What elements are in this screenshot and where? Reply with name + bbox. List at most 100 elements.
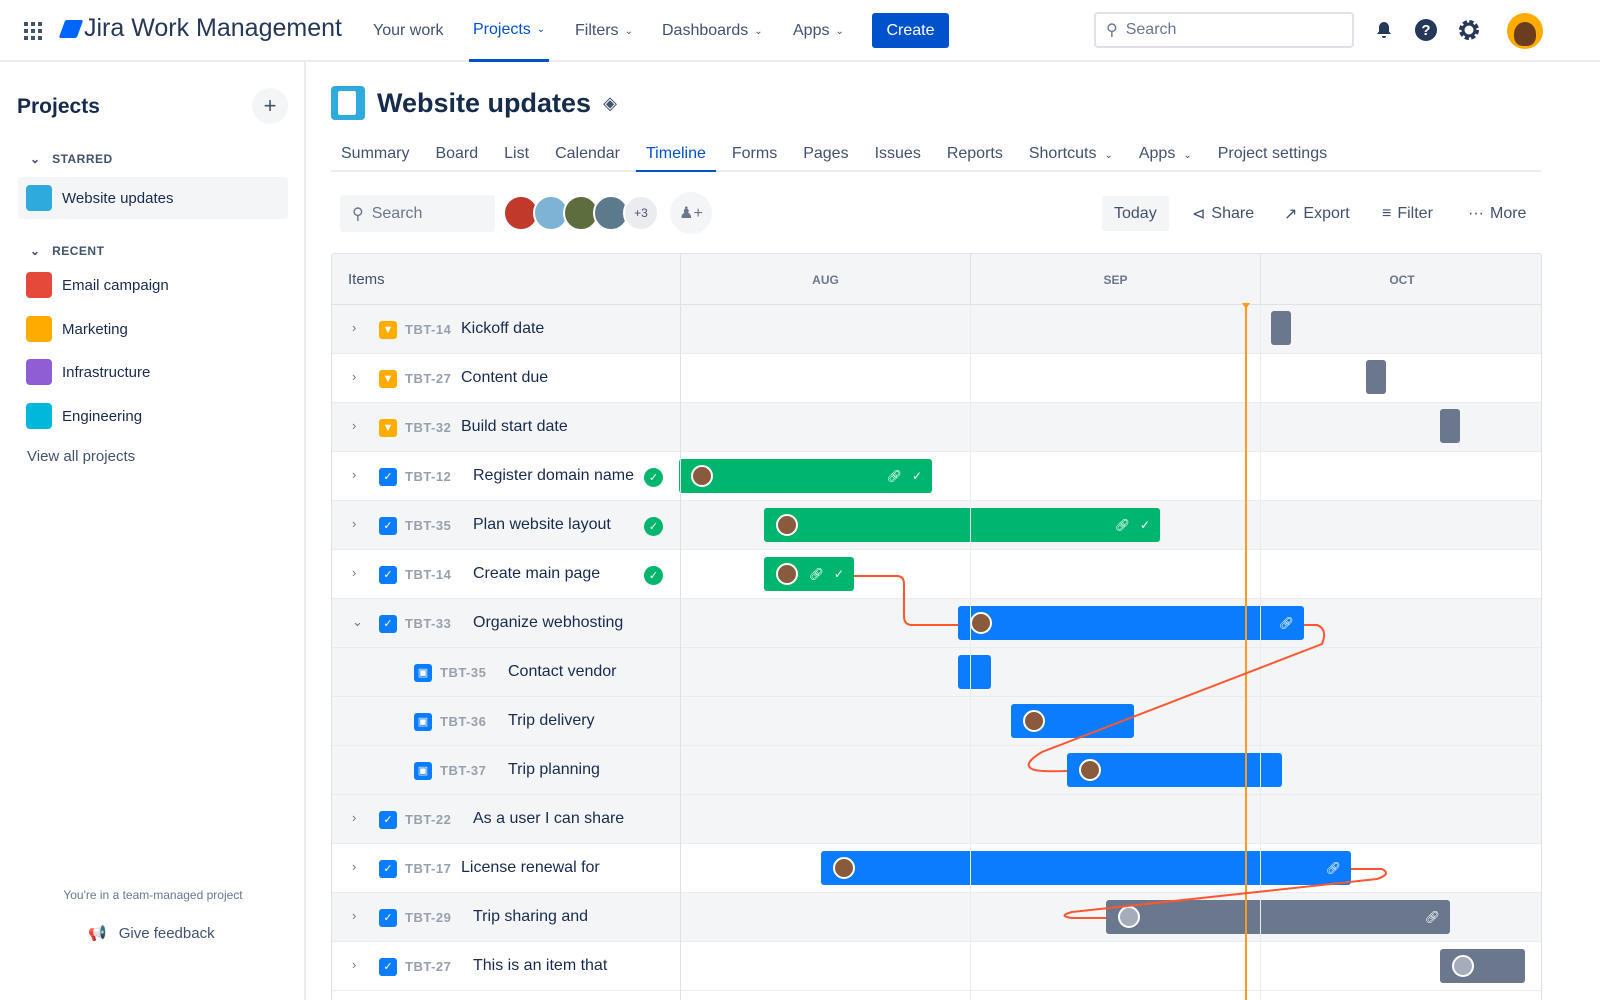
product-logo[interactable]: Jira Work Management (58, 14, 342, 43)
view-all-projects-link[interactable]: View all projects (27, 448, 136, 465)
nav-dashboards[interactable]: Dashboards ⌄ (662, 0, 763, 62)
app-switcher-icon[interactable] (24, 22, 42, 40)
table-row[interactable]: ▣ TBT-36 Trip delivery (332, 697, 1541, 746)
table-row[interactable]: › ▼ TBT-14 Kickoff date (332, 305, 1541, 354)
more-avatars-button[interactable]: +3 (623, 195, 659, 231)
timeline-bar[interactable] (1067, 753, 1282, 787)
nav-projects[interactable]: Projects ⌄ (469, 0, 550, 62)
table-row[interactable]: › ✓ TBT-27 This is an item that (332, 942, 1541, 991)
issue-key[interactable]: TBT-35 (440, 665, 487, 680)
chevron-right-icon[interactable]: › (352, 957, 357, 972)
table-row[interactable]: ▣ TBT-37 Trip planning (332, 746, 1541, 795)
table-row[interactable]: › ✓ TBT-12 Register domain name ✓ 🔗︎ ✓ (332, 452, 1541, 501)
profile-avatar[interactable] (1507, 13, 1543, 49)
today-button[interactable]: Today (1102, 196, 1169, 231)
issue-key[interactable]: TBT-37 (440, 763, 487, 778)
chevron-right-icon[interactable]: › (352, 516, 357, 531)
issue-summary[interactable]: License renewal for (461, 859, 600, 876)
timeline-bar[interactable] (1366, 360, 1386, 394)
share-button[interactable]: ⊲ Share (1180, 196, 1266, 231)
issue-summary[interactable]: Contact vendor (508, 663, 617, 680)
paint-bucket-icon[interactable]: ◈ (603, 92, 617, 113)
table-row[interactable]: › ✓ TBT-17 License renewal for 🔗︎ (332, 844, 1541, 893)
issue-summary[interactable]: Trip sharing and (473, 908, 589, 925)
filter-button[interactable]: ≡ Filter (1370, 196, 1445, 231)
table-row[interactable]: › ✓ TBT-29 Trip sharing and 🔗︎ (332, 893, 1541, 942)
issue-summary[interactable]: Plan website layout (473, 516, 611, 533)
tab-summary[interactable]: Summary (331, 137, 419, 172)
tab-pages[interactable]: Pages (793, 137, 858, 172)
tab-project-settings[interactable]: Project settings (1208, 137, 1337, 172)
issue-key[interactable]: TBT-14 (405, 322, 452, 337)
sidebar-item-email-campaign[interactable]: Email campaign (18, 264, 288, 306)
issue-summary[interactable]: Trip planning (508, 761, 600, 778)
tab-apps[interactable]: Apps ⌄ (1129, 137, 1202, 172)
settings-icon[interactable] (1457, 18, 1481, 42)
sidebar-item-engineering[interactable]: Engineering (18, 395, 288, 437)
timeline-bar[interactable] (1440, 949, 1525, 983)
timeline-bar[interactable] (1011, 704, 1134, 738)
chevron-down-icon[interactable]: ⌄ (352, 614, 363, 629)
table-row[interactable]: › ✓ TBT-22 As a user I can share (332, 795, 1541, 844)
issue-summary[interactable]: Kickoff date (461, 320, 545, 337)
tab-shortcuts[interactable]: Shortcuts ⌄ (1019, 137, 1123, 172)
nav-filters[interactable]: Filters ⌄ (575, 0, 633, 62)
timeline-bar[interactable] (1440, 409, 1460, 443)
issue-summary[interactable]: Content due (461, 369, 549, 386)
issue-key[interactable]: TBT-17 (405, 861, 452, 876)
tab-timeline[interactable]: Timeline (636, 137, 716, 172)
table-row[interactable]: › ▼ TBT-27 Content due (332, 354, 1541, 403)
timeline-bar[interactable] (1271, 311, 1291, 345)
chevron-right-icon[interactable]: › (352, 859, 357, 874)
global-search-input[interactable]: ⚲ Search (1094, 12, 1354, 48)
chevron-right-icon[interactable]: › (352, 565, 357, 580)
issue-summary[interactable]: Register domain name (473, 467, 634, 484)
give-feedback-button[interactable]: 📢 Give feedback (88, 924, 215, 943)
add-people-button[interactable]: ♟+ (670, 192, 712, 234)
issue-key[interactable]: TBT-33 (405, 616, 452, 631)
issue-key[interactable]: TBT-12 (405, 469, 452, 484)
issue-summary[interactable]: Trip delivery (508, 712, 595, 729)
chevron-right-icon[interactable]: › (352, 418, 357, 433)
add-project-button[interactable]: + (252, 88, 288, 124)
timeline-search-input[interactable]: ⚲ Search (340, 195, 495, 232)
timeline-bar[interactable]: 🔗︎ ✓ (764, 508, 1160, 542)
tab-reports[interactable]: Reports (937, 137, 1013, 172)
issue-summary[interactable]: Create main page (473, 565, 601, 582)
issue-key[interactable]: TBT-32 (405, 420, 452, 435)
table-row[interactable]: › ✓ TBT-35 Plan website layout ✓ 🔗︎ ✓ (332, 501, 1541, 550)
sidebar-item-marketing[interactable]: Marketing (18, 308, 288, 350)
issue-key[interactable]: TBT-36 (440, 714, 487, 729)
issue-summary[interactable]: Build start date (461, 418, 568, 435)
table-row[interactable]: › ✓ TBT-14 Create main page ✓ 🔗︎ ✓ (332, 550, 1541, 599)
panel-divider[interactable] (680, 254, 681, 1000)
table-row[interactable]: › ▼ TBT-32 Build start date (332, 403, 1541, 452)
timeline-bar[interactable]: 🔗︎ (821, 851, 1351, 885)
issue-key[interactable]: TBT-35 (405, 518, 452, 533)
tab-list[interactable]: List (494, 137, 539, 172)
more-button[interactable]: ··· More (1456, 196, 1538, 231)
tab-calendar[interactable]: Calendar (545, 137, 630, 172)
issue-key[interactable]: TBT-22 (405, 812, 452, 827)
tab-issues[interactable]: Issues (865, 137, 931, 172)
nav-your-work[interactable]: Your work (373, 0, 444, 62)
nav-apps[interactable]: Apps ⌄ (793, 0, 844, 62)
timeline-bar[interactable] (958, 655, 991, 689)
export-button[interactable]: ↗ Export (1272, 196, 1362, 231)
issue-key[interactable]: TBT-27 (405, 959, 452, 974)
create-button[interactable]: Create (872, 13, 949, 48)
chevron-right-icon[interactable]: › (352, 810, 357, 825)
chevron-right-icon[interactable]: › (352, 369, 357, 384)
issue-summary[interactable]: As a user I can share (473, 810, 625, 827)
sidebar-item-infrastructure[interactable]: Infrastructure (18, 351, 288, 393)
timeline-bar[interactable]: 🔗︎ (1106, 900, 1450, 934)
issue-summary[interactable]: Organize webhosting (473, 614, 624, 631)
issue-key[interactable]: TBT-27 (405, 371, 452, 386)
chevron-right-icon[interactable]: › (352, 320, 357, 335)
chevron-right-icon[interactable]: › (352, 908, 357, 923)
timeline-bar[interactable]: 🔗︎ (958, 606, 1304, 640)
tab-board[interactable]: Board (425, 137, 488, 172)
issue-summary[interactable]: This is an item that (473, 957, 608, 974)
chevron-right-icon[interactable]: › (352, 467, 357, 482)
issue-key[interactable]: TBT-29 (405, 910, 452, 925)
